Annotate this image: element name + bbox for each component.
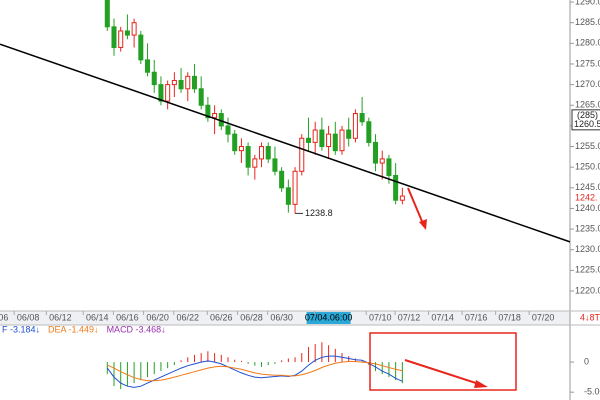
candle-body: [212, 113, 218, 119]
candle-body: [151, 71, 157, 86]
candle-body: [145, 59, 151, 73]
candle-body: [373, 141, 379, 164]
candle-body: [346, 129, 352, 139]
candle-body: [178, 79, 184, 90]
y-tick-label: 1280.0: [575, 38, 600, 48]
candle-body: [205, 104, 211, 119]
candle-body: [252, 158, 258, 168]
candle-body: [279, 170, 285, 189]
x-tick-label: 06/30: [270, 312, 293, 322]
macd-legend: DEA -1.449↓: [48, 324, 99, 334]
x-tick-label: 07/12: [398, 312, 421, 322]
x-tick-label: 07/14: [431, 312, 454, 322]
x-tick-label: 06/12: [49, 312, 72, 322]
candle-body: [299, 137, 305, 172]
macd-line: [107, 361, 403, 382]
y-tick-label: 1270.0: [575, 79, 600, 89]
candle-body: [245, 146, 251, 168]
candle-body: [352, 113, 358, 139]
macd-line: [106, 355, 403, 388]
x-tick-label: 07/16: [465, 312, 488, 322]
macd-legend: F -3.184↓: [2, 324, 40, 334]
date-axis-strip: [0, 311, 570, 325]
candle-body: [379, 158, 385, 164]
x-tick-label: 06/14: [86, 312, 109, 322]
candle-body: [138, 34, 144, 61]
candle-body: [332, 133, 338, 152]
x-tick-label: 06: [0, 312, 8, 322]
candle-body: [386, 158, 392, 176]
x-tick-label: 06/28: [240, 312, 263, 322]
y-tick-label: 1250.0: [575, 162, 600, 172]
x-tick-label: 06/16: [116, 312, 139, 322]
x-tick-label: 06/26: [210, 312, 233, 322]
candle-body: [305, 137, 311, 143]
highlight-box: [369, 332, 517, 391]
corner-label: 4↓8T: [580, 312, 600, 322]
macd-legend: MACD -3.468↓: [107, 324, 166, 334]
arrow: [407, 187, 425, 227]
candle-body: [259, 146, 265, 160]
candle-body: [111, 26, 117, 48]
arrow: [404, 359, 483, 386]
y-tick-label: 1240.0: [575, 203, 600, 213]
last-price: 1242.: [575, 193, 598, 203]
candle-body: [292, 170, 298, 205]
x-tick-label: 07/18: [498, 312, 521, 322]
candle-body: [319, 129, 325, 148]
cursor-price: 1260.5: [574, 119, 600, 129]
y-tick-label: 1230.0: [575, 244, 600, 254]
arrow-head: [474, 380, 488, 388]
macd-y-tick-label: -5.00: [584, 387, 600, 397]
candle-body: [359, 113, 365, 123]
candle-body: [171, 79, 177, 86]
candle-body: [124, 30, 130, 36]
candle-body: [366, 121, 372, 143]
candle-body: [104, 0, 110, 28]
cursor-count: (285): [577, 110, 598, 120]
candle-body: [339, 129, 345, 152]
x-tick-label: 06/20: [146, 312, 169, 322]
y-tick-label: 1245.0: [575, 182, 600, 192]
trend-line: [0, 43, 571, 243]
candle-body: [326, 133, 332, 148]
candle-body: [118, 30, 124, 48]
candle-body: [272, 158, 278, 172]
y-tick-label: 1255.0: [575, 141, 600, 151]
x-tick-label: 07/20: [532, 312, 555, 322]
x-tick-label: 07/04.06:00: [305, 312, 353, 322]
y-tick-label: 1225.0: [575, 265, 600, 275]
candle-body: [312, 129, 318, 143]
cursor-price-box: [571, 109, 600, 131]
arrow-head: [419, 219, 427, 230]
candle-body: [232, 133, 238, 152]
candle-body: [265, 146, 271, 160]
candle-body: [158, 84, 164, 102]
y-tick-label: 1275.0: [575, 58, 600, 68]
candle-body: [131, 22, 137, 36]
candle-body: [238, 146, 244, 152]
x-tick-label: 06/08: [17, 312, 40, 322]
x-tick-highlight: [306, 312, 351, 324]
candle-body: [198, 88, 204, 106]
y-tick-label: 1265.0: [575, 100, 600, 110]
y-tick-label: 1290.0: [575, 0, 600, 6]
y-tick-label: 1235.0: [575, 223, 600, 233]
candle-body: [285, 187, 291, 205]
y-tick-label: 1285.0: [575, 17, 600, 27]
low-label: 1238.8: [305, 208, 333, 218]
x-tick-label: 06/22: [176, 312, 199, 322]
candle-body: [165, 84, 171, 102]
candle-body: [225, 125, 231, 135]
macd-y-tick-label: 0: [584, 356, 589, 366]
y-tick-label: 1220.0: [575, 285, 600, 295]
x-tick-label: 07/10: [369, 312, 392, 322]
candle-body: [399, 195, 405, 201]
candle-body: [185, 75, 191, 90]
candle-body: [191, 75, 197, 90]
candle-body: [393, 174, 399, 201]
